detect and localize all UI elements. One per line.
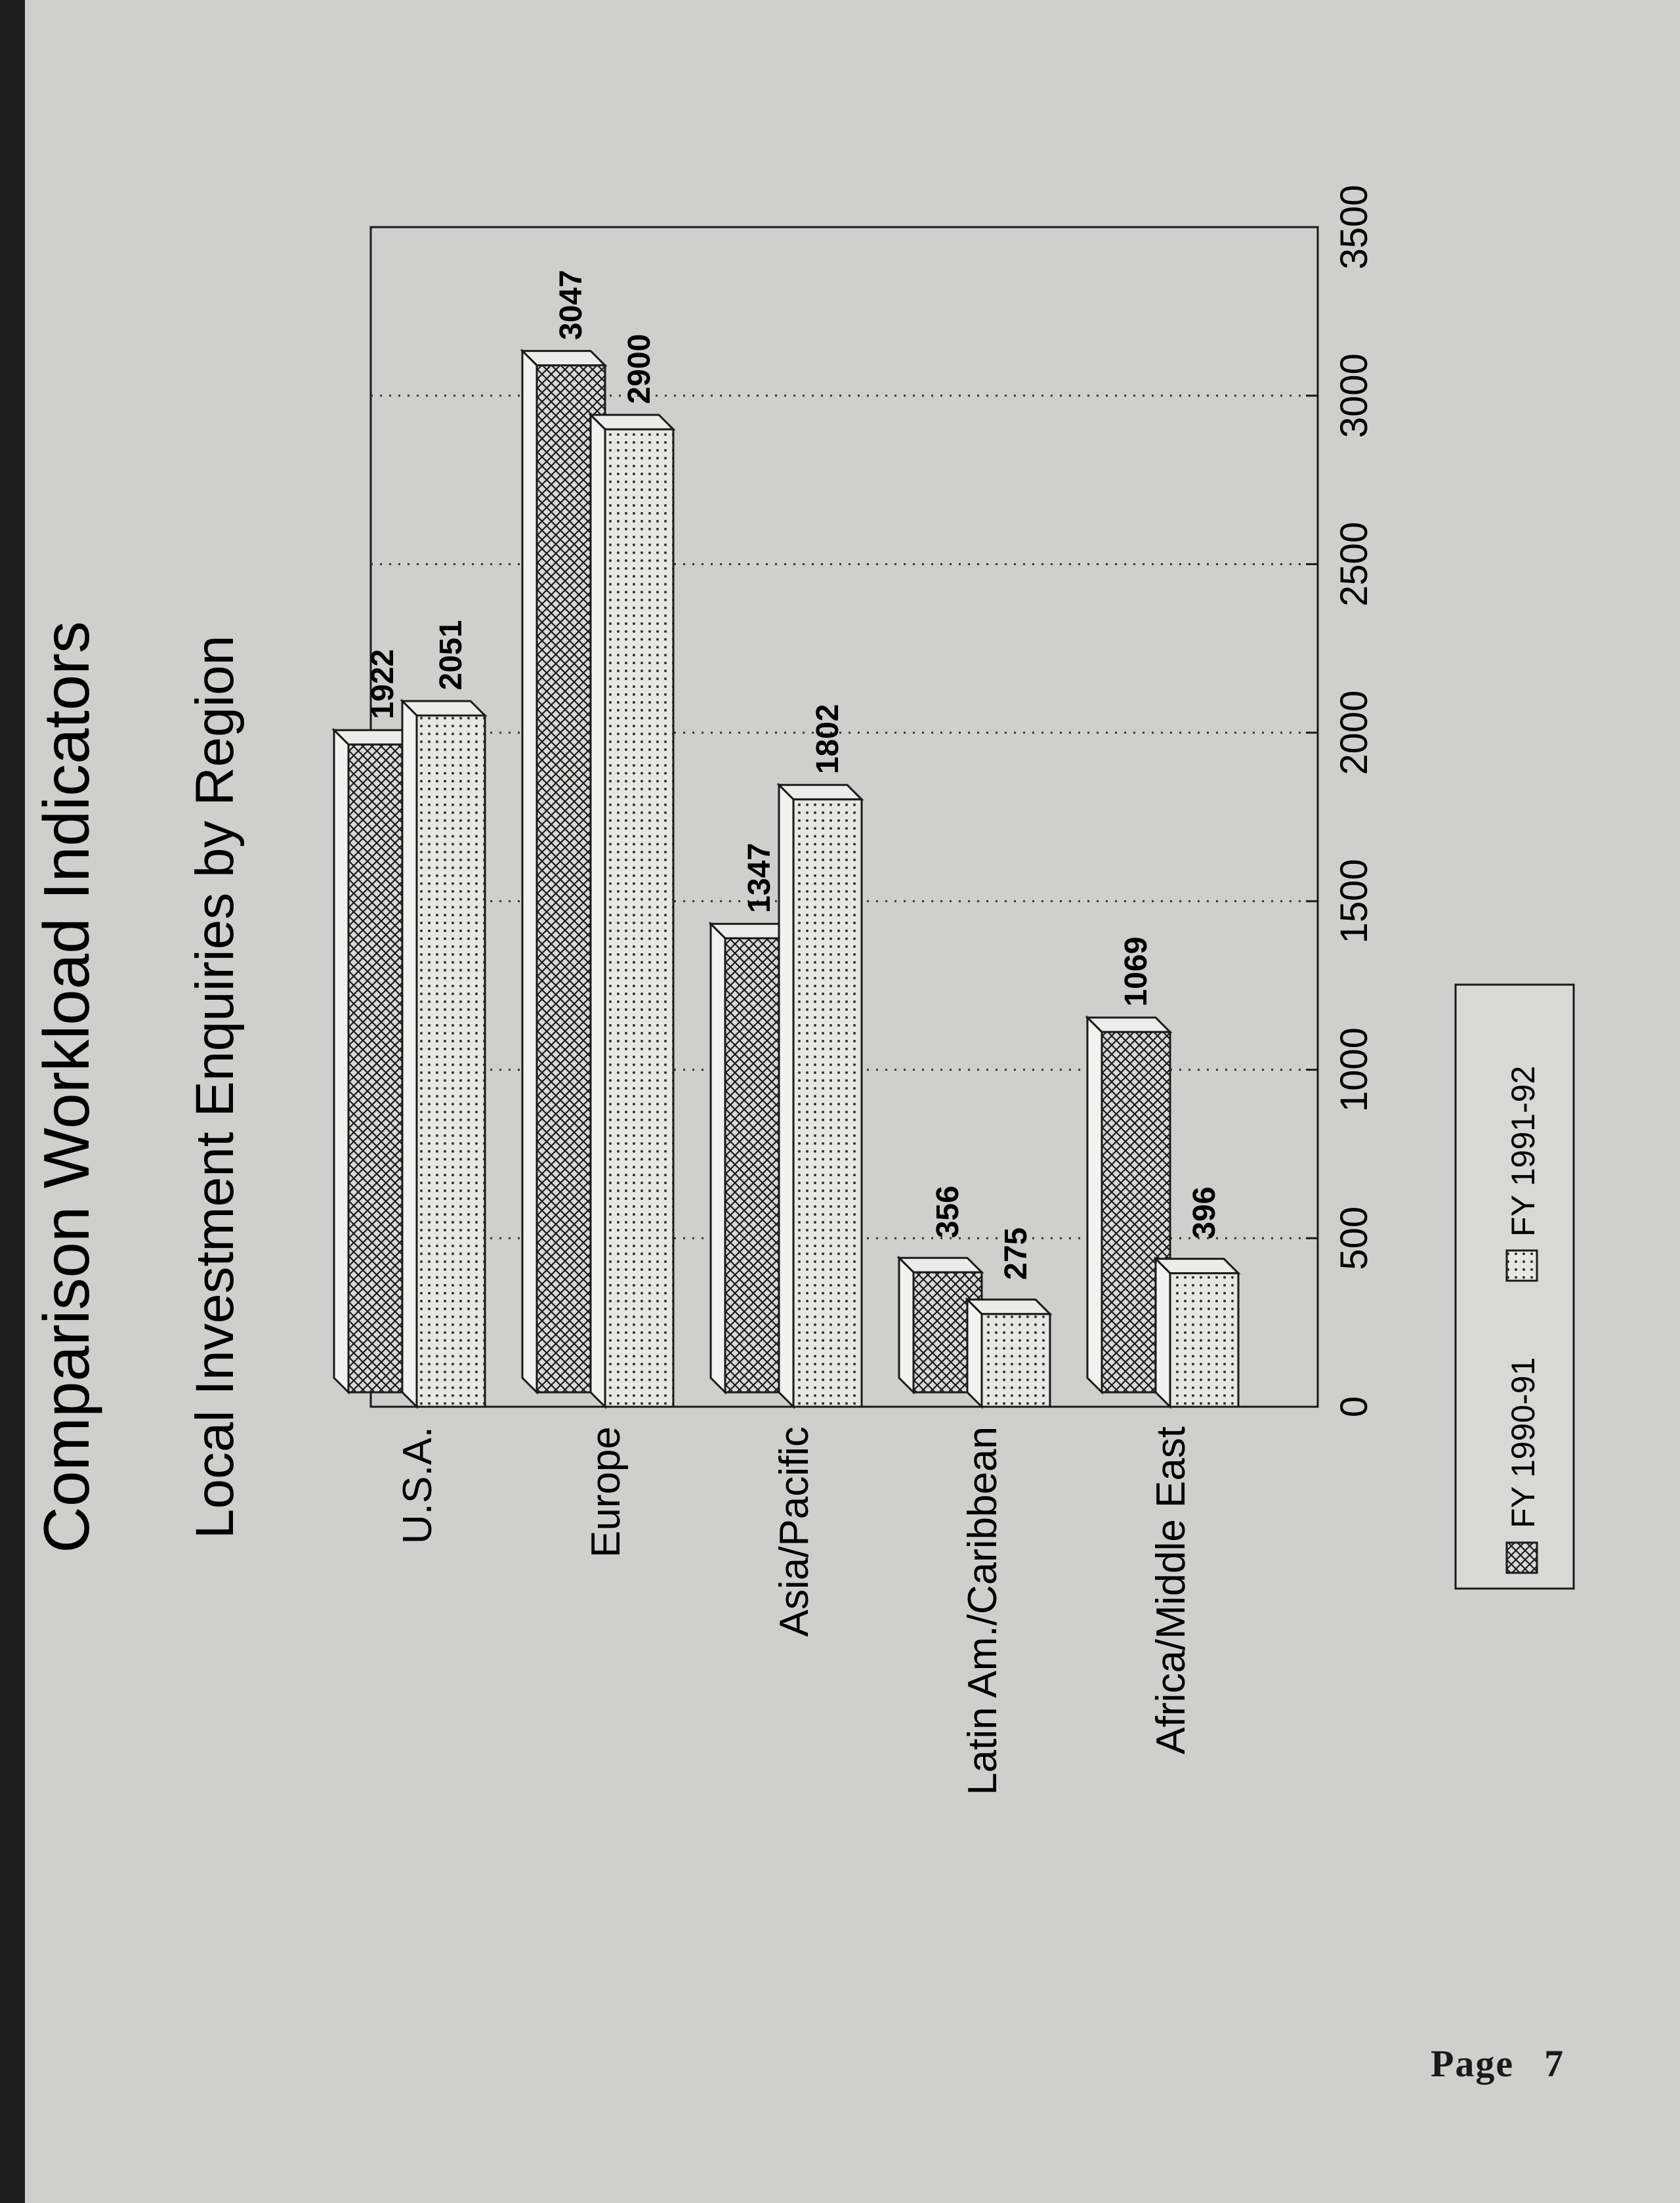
bar-top-face <box>898 1255 915 1395</box>
bar-top-face <box>401 698 418 1409</box>
tick-label: 1000 <box>1333 1027 1376 1112</box>
bar-top-face <box>966 1297 983 1409</box>
bar-fy-1990-91 <box>1101 1031 1171 1394</box>
tick-label: 2500 <box>1333 522 1376 607</box>
data-label: 396 <box>1187 1187 1222 1239</box>
bar-top-face <box>333 727 350 1395</box>
bar-top-face <box>589 412 606 1409</box>
data-label: 1069 <box>1119 937 1154 1007</box>
data-label: 2900 <box>622 334 657 404</box>
page-footer: Page 7 <box>1431 2042 1564 2085</box>
bar-fy-1991-92 <box>792 798 863 1408</box>
tick-label: 2000 <box>1333 691 1376 775</box>
bar-top-face <box>778 782 795 1409</box>
bar-top-face <box>521 348 538 1395</box>
tick-label: 0 <box>1333 1396 1376 1417</box>
tick-label: 3000 <box>1333 353 1376 438</box>
bar-fy-1991-92 <box>1169 1272 1240 1408</box>
bar-fy-1991-92 <box>980 1313 1051 1408</box>
category-label: U.S.A. <box>395 1426 440 1544</box>
tick-label: 1500 <box>1333 859 1376 943</box>
data-label: 1347 <box>742 843 777 913</box>
category-label: Africa/Middle East <box>1148 1426 1194 1755</box>
bar-top-face <box>1086 1015 1103 1395</box>
data-label: 356 <box>931 1186 965 1238</box>
bar-top-face <box>1154 1256 1171 1409</box>
category-label: Asia/Pacific <box>772 1426 817 1636</box>
legend-swatch-fy-1991-92 <box>1505 1249 1538 1282</box>
data-label: 1802 <box>810 704 845 774</box>
binding-edge <box>0 0 25 2203</box>
bar-top-face <box>709 921 726 1395</box>
legend-label: FY 1991-92 <box>1505 1066 1542 1237</box>
chart-subtitle: Local Investment Enquiries by Region <box>185 635 245 1539</box>
legend-label: FY 1990-91 <box>1505 1358 1542 1528</box>
category-label: Europe <box>583 1426 629 1558</box>
page-number: 7 <box>1544 2042 1565 2085</box>
chart-title: Comparison Workload Indicators <box>30 621 102 1553</box>
data-label: 2051 <box>434 620 469 691</box>
data-label: 1922 <box>366 649 400 719</box>
page-label: Page <box>1431 2042 1515 2085</box>
category-label: Latin Am./Caribbean <box>960 1426 1005 1795</box>
data-label: 3047 <box>554 270 589 340</box>
legend-box <box>1454 983 1575 1590</box>
tick-label: 500 <box>1333 1207 1376 1270</box>
data-label: 275 <box>999 1228 1034 1280</box>
legend-swatch-fy-1990-91 <box>1505 1541 1538 1574</box>
tick-label: 3500 <box>1333 184 1376 269</box>
bar-fy-1991-92 <box>415 714 486 1408</box>
bar-fy-1991-92 <box>604 428 675 1408</box>
